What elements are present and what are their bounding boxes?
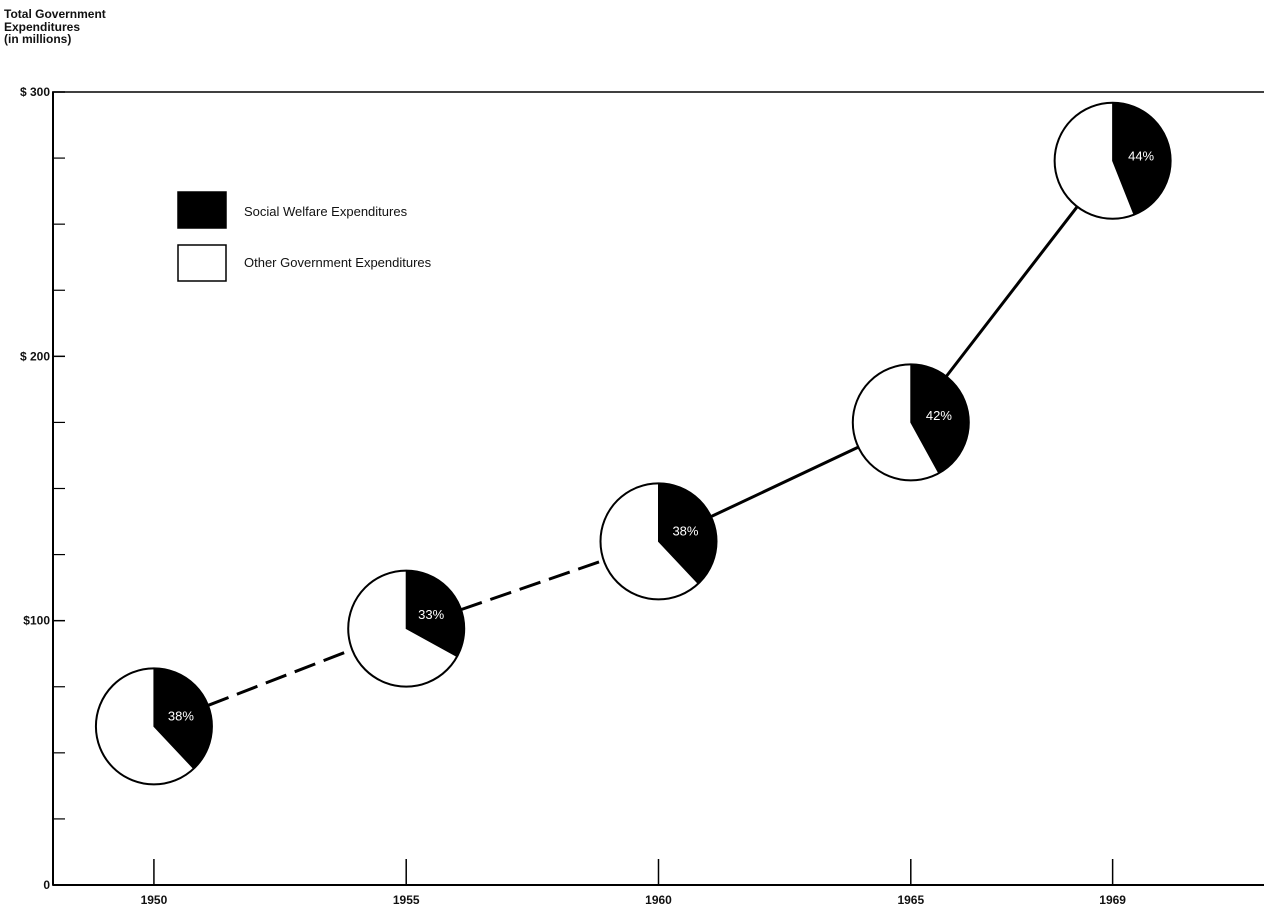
trend-line	[207, 205, 1079, 707]
trend-line-segment	[207, 648, 353, 707]
legend-label-other: Other Government Expenditures	[244, 255, 432, 270]
y-axis-label: Total Government Expenditures (in millio…	[4, 8, 106, 46]
pie-share-label: 44%	[1128, 148, 1154, 163]
y-tick-label: $ 300	[20, 85, 50, 99]
pie-marker-1965: 42%	[851, 363, 970, 482]
trend-line-segment	[945, 205, 1079, 378]
pie-social-welfare-slice	[153, 667, 213, 770]
x-tick-label: 1965	[897, 893, 924, 907]
axes: 0 $100 $ 200 $ 300 1950 1955 1960 1965 1969	[20, 85, 1264, 907]
y-axis-label-line-1: Total Government	[4, 7, 106, 21]
pie-social-welfare-slice	[405, 570, 465, 658]
pie-share-label: 38%	[168, 709, 194, 724]
trend-line-segment	[460, 558, 605, 612]
pie-social-welfare-slice	[910, 363, 970, 474]
pie-marker-1955: 33%	[347, 569, 466, 688]
pie-social-welfare-slice	[658, 482, 717, 585]
pie-marker-1960: 38%	[599, 482, 718, 601]
pie-share-label: 42%	[926, 408, 952, 423]
trend-line-segment	[710, 445, 859, 518]
x-tick-label: 1969	[1099, 893, 1126, 907]
y-axis-label-line-2: Expenditures	[4, 19, 81, 34]
legend-swatch-social-welfare	[177, 191, 227, 229]
y-tick-label: $100	[23, 614, 50, 628]
pie-markers: 38% 33% 38% 42% 44%	[94, 101, 1172, 786]
pie-marker-1969: 44%	[1053, 101, 1172, 220]
pie-social-welfare-slice	[1112, 102, 1172, 216]
y-axis-label-line-3: (in millions)	[4, 32, 72, 46]
x-tick-label: 1950	[141, 893, 168, 907]
y-tick-label: $ 200	[20, 349, 50, 363]
legend-label-social-welfare: Social Welfare Expenditures	[244, 204, 408, 219]
x-tick-label: 1955	[393, 893, 420, 907]
pie-share-label: 33%	[418, 607, 444, 622]
legend: Social Welfare Expenditures Other Govern…	[177, 191, 432, 282]
x-tick-label: 1960	[645, 893, 672, 907]
pie-share-label: 38%	[672, 524, 698, 539]
pie-marker-1950: 38%	[94, 667, 213, 786]
legend-swatch-other	[177, 244, 227, 282]
y-tick-label: 0	[43, 878, 50, 892]
